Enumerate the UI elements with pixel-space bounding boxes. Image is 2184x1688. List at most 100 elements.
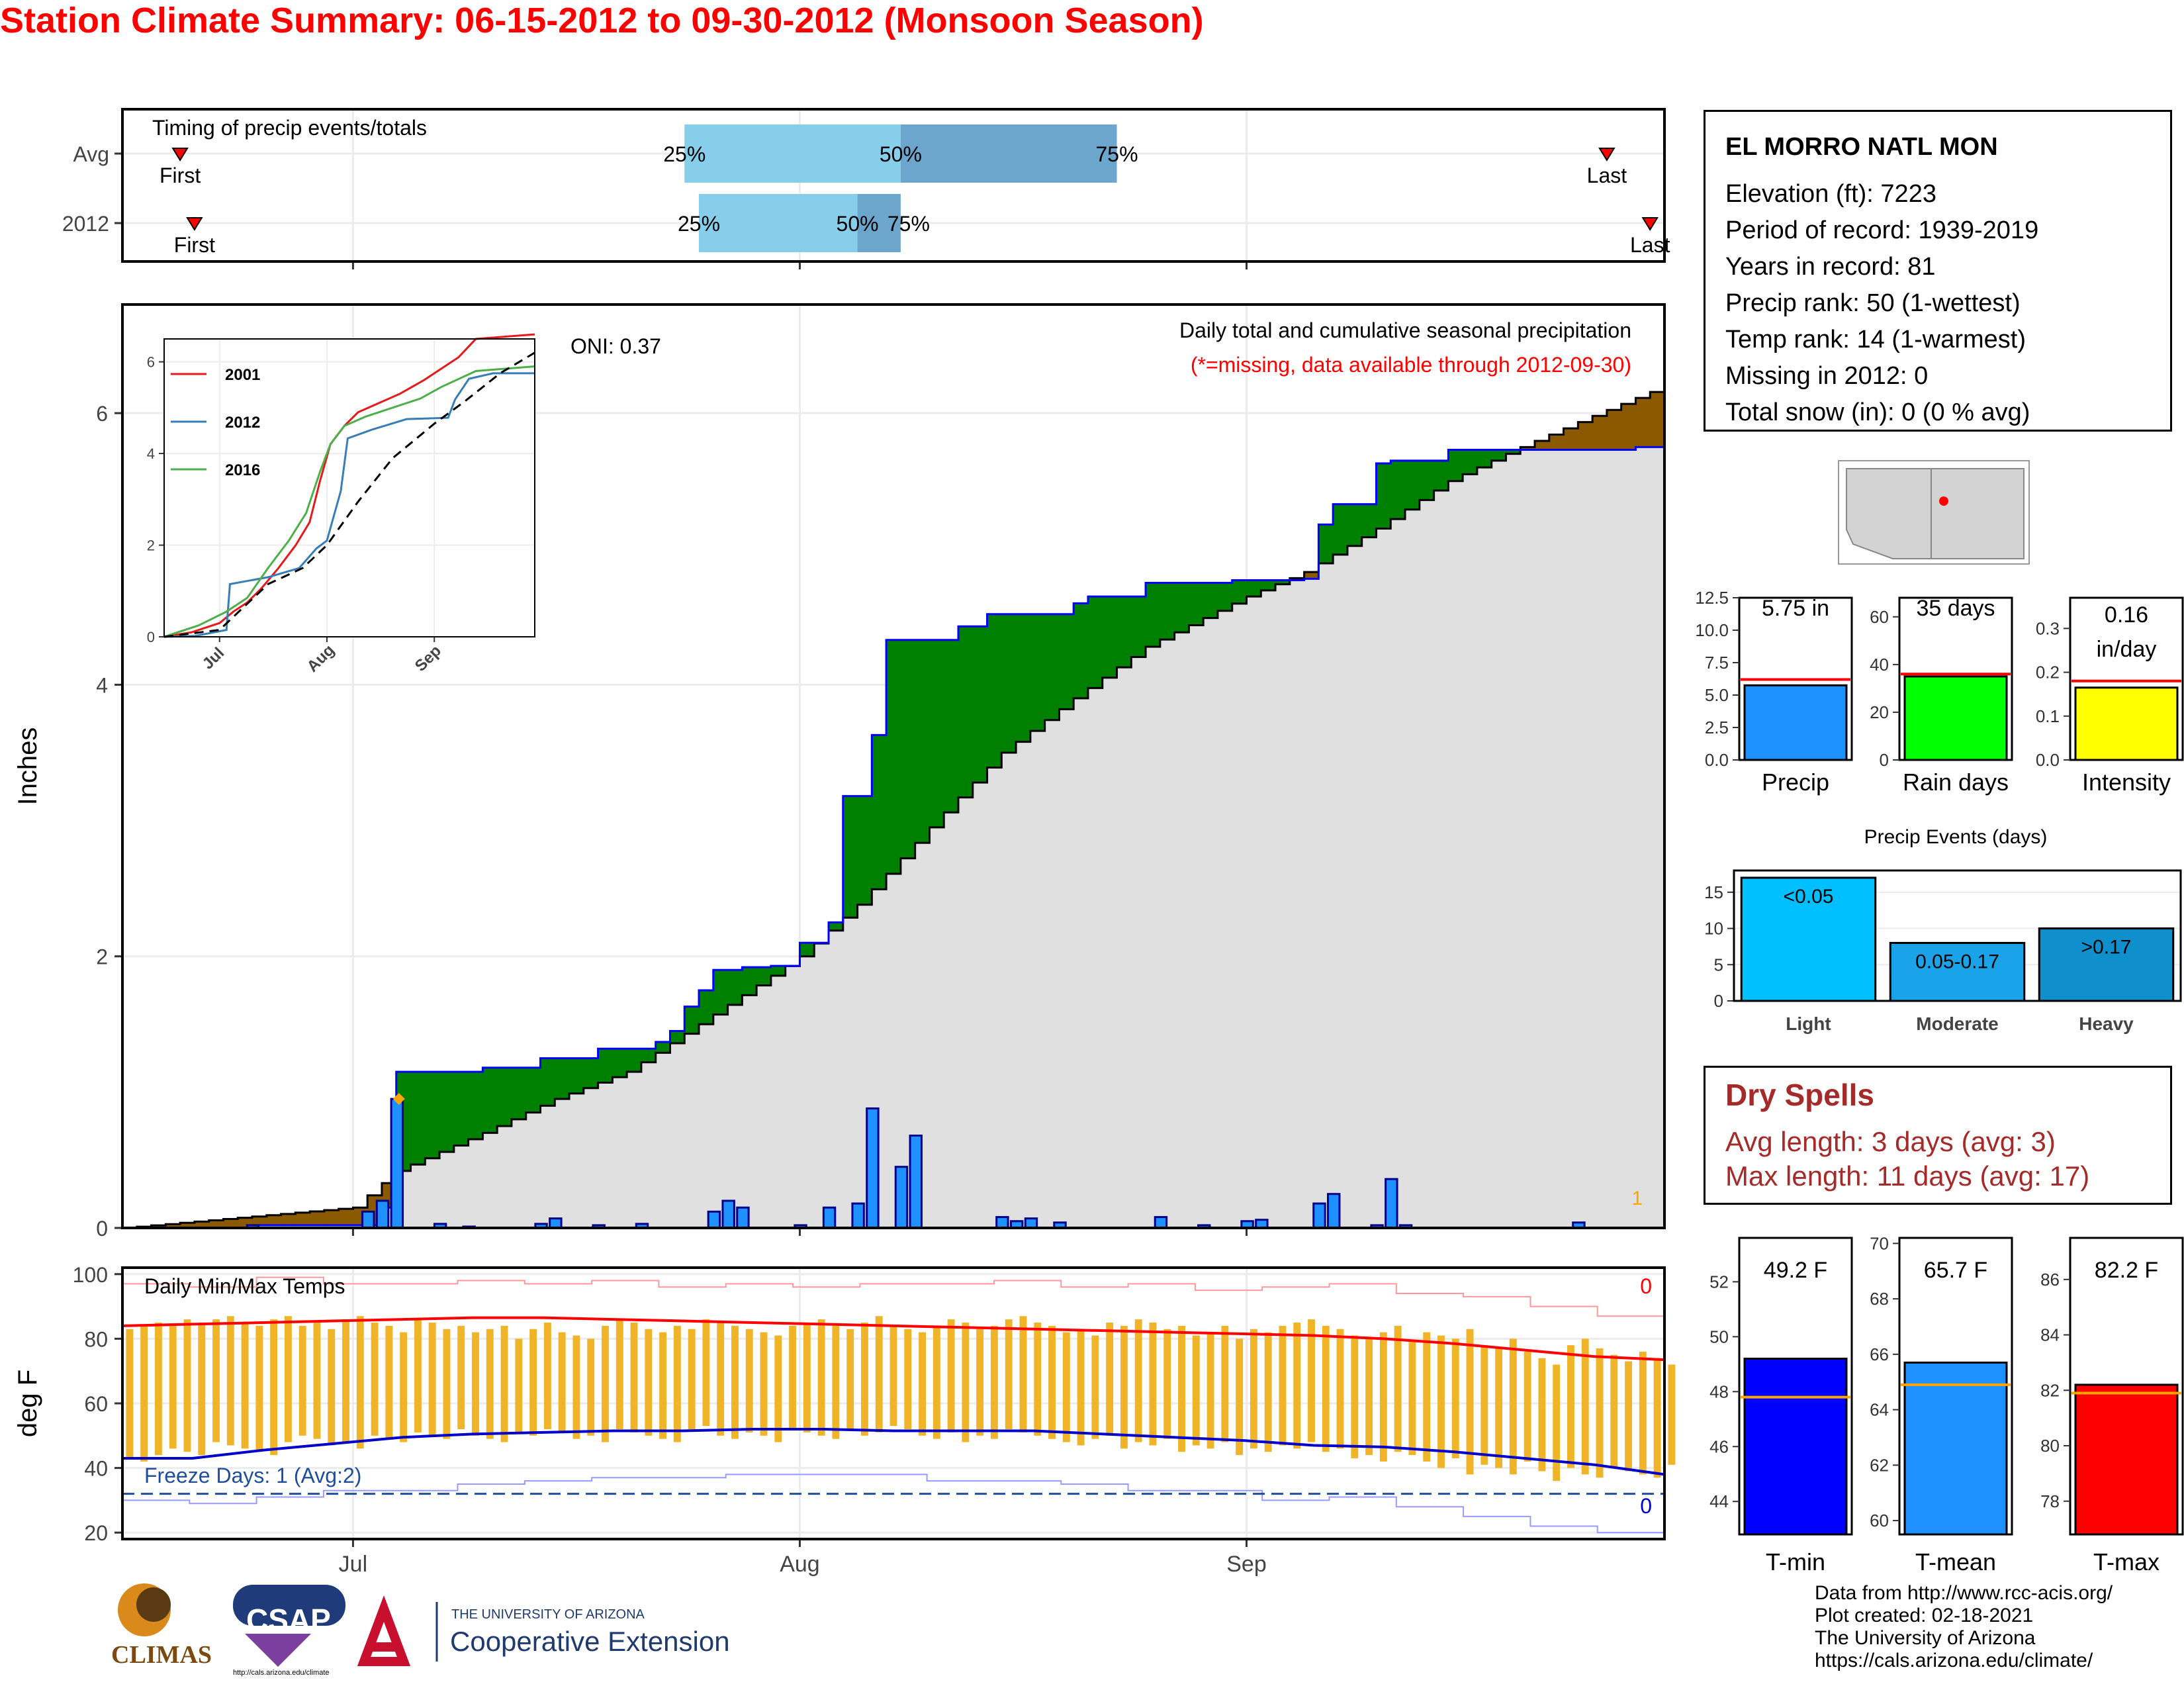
above-average-band — [684, 1006, 700, 1034]
below-average-band — [1304, 572, 1319, 579]
below-average-band — [324, 1210, 340, 1225]
mini-ytick-label: 60 — [1870, 1511, 1889, 1530]
inset-line-2016 — [163, 365, 535, 638]
above-average-band — [713, 970, 729, 1015]
daily-precip-bar — [549, 1217, 563, 1229]
above-average-band — [872, 735, 887, 890]
below-average-band — [310, 1211, 325, 1225]
cumulative-2012-line — [122, 445, 1664, 1229]
daily-precip-bar — [1312, 1202, 1326, 1229]
mini-ytick-label: 20 — [1870, 702, 1889, 722]
inset-bg — [164, 339, 535, 637]
page-title: Station Climate Summary: 06-15-2012 to 0… — [0, 1, 1204, 40]
station-elevation: Elevation (ft): 7223 — [1725, 180, 1936, 208]
daily-temp-bar — [587, 1338, 595, 1436]
daily-precip-bar — [995, 1216, 1009, 1229]
mini-value-bar — [1743, 1358, 1848, 1536]
mini-ytick-label: 52 — [1709, 1272, 1729, 1291]
daily-temp-bar — [875, 1316, 883, 1432]
above-average-band — [1405, 460, 1420, 510]
events-bar — [1889, 941, 2026, 1002]
precip-frame — [121, 303, 1666, 1229]
daily-temp-bar — [904, 1329, 912, 1430]
below-average-band — [1621, 404, 1637, 450]
above-average-band — [829, 922, 844, 931]
daily-temp-bar — [543, 1322, 551, 1430]
above-average-band — [987, 614, 1002, 768]
daily-temp-bar — [1524, 1351, 1531, 1462]
inset-frame — [163, 338, 535, 637]
ua-big-text: Cooperative Extension — [450, 1626, 730, 1657]
timing-q50-q75-bar — [857, 194, 901, 252]
inset-legend-label: 2016 — [225, 461, 260, 479]
daily-temp-bar — [1639, 1351, 1647, 1475]
mini-value-text: 49.2 F — [1764, 1258, 1827, 1283]
above-average-band — [453, 1072, 469, 1146]
csap-logo-cloud — [233, 1585, 345, 1626]
above-average-band — [1189, 583, 1204, 626]
events-bar — [1740, 876, 1877, 1002]
above-average-band — [1361, 504, 1377, 538]
mini-panel-label: T-min — [1766, 1548, 1825, 1575]
daily-temp-bar — [673, 1325, 681, 1442]
mini-ytick-label: 2.5 — [1705, 718, 1729, 737]
daily-temp-bar — [414, 1319, 422, 1432]
below-average-band — [1606, 410, 1622, 450]
above-average-band — [756, 967, 772, 986]
daily-temp-bar — [602, 1325, 609, 1442]
daily-precip-bar — [707, 1210, 721, 1229]
credit-university: The University of Arizona — [1815, 1627, 2036, 1649]
above-average-band — [569, 1058, 584, 1094]
events-bar-label: <0.05 — [1784, 886, 1834, 908]
daily-temp-bar — [313, 1322, 321, 1439]
above-average-band — [1433, 460, 1449, 491]
daily-temp-bar — [472, 1332, 479, 1436]
above-average-band — [1376, 463, 1391, 529]
timing-first-label: First — [174, 233, 215, 257]
inset-line-avg — [163, 352, 535, 638]
daily-temp-bar — [298, 1325, 306, 1436]
inset-legend-label: 2012 — [225, 414, 260, 432]
inset-legend-label: 2001 — [225, 366, 260, 384]
daily-temp-bar — [1451, 1338, 1459, 1458]
daily-temp-bar — [1019, 1316, 1027, 1432]
above-average-band — [1448, 449, 1463, 481]
mini-ytick-label: 86 — [2040, 1270, 2060, 1289]
daily-temp-bar — [529, 1329, 537, 1436]
temps-title: Daily Min/Max Temps — [144, 1274, 345, 1298]
timing-q25-q50-bar — [699, 194, 858, 252]
timing-q75-label: 75% — [887, 212, 930, 236]
above-average-band — [655, 1041, 671, 1053]
events-category-label: Heavy — [2079, 1013, 2134, 1034]
oni-label: ONI: 0.37 — [570, 334, 661, 358]
mini-ytick-label: 0.0 — [1705, 750, 1729, 770]
daily-temp-bar — [400, 1332, 408, 1442]
below-average-band — [1549, 434, 1565, 450]
events-category-label: Light — [1786, 1013, 1831, 1034]
below-average-band — [1650, 392, 1665, 447]
seasonal-fill — [122, 447, 1664, 1228]
csap-logo-url: http://cals.arizona.edu/climate — [233, 1669, 330, 1677]
daily-temp-bar — [1509, 1338, 1517, 1475]
precip-ytick-label: 6 — [96, 402, 108, 426]
tmax-record-line — [122, 1276, 1664, 1317]
mini-ytick-label: 68 — [1870, 1289, 1889, 1309]
above-average-band — [699, 990, 714, 1025]
events-chart: Precip Events (days) 0 5 10 15 <0.05 Light 0.05… — [1704, 826, 2182, 1034]
timing-first-marker — [171, 148, 189, 162]
daily-temp-bar — [1034, 1322, 1042, 1436]
daily-precip-bar — [1154, 1216, 1168, 1229]
freeze-days-label: Freeze Days: 1 (Avg:2) — [144, 1464, 361, 1487]
above-average-band — [1463, 449, 1478, 475]
daily-temp-bar — [731, 1325, 739, 1439]
timing-q25-label: 25% — [678, 212, 720, 236]
daily-temp-bar — [443, 1329, 451, 1439]
mini-ytick-label: 0 — [1880, 750, 1889, 770]
daily-temp-bar — [1365, 1338, 1373, 1456]
daily-temp-bar — [169, 1325, 177, 1449]
above-average-band — [799, 943, 815, 957]
daily-temp-bar — [515, 1338, 523, 1432]
daily-precip-bar — [894, 1166, 909, 1229]
